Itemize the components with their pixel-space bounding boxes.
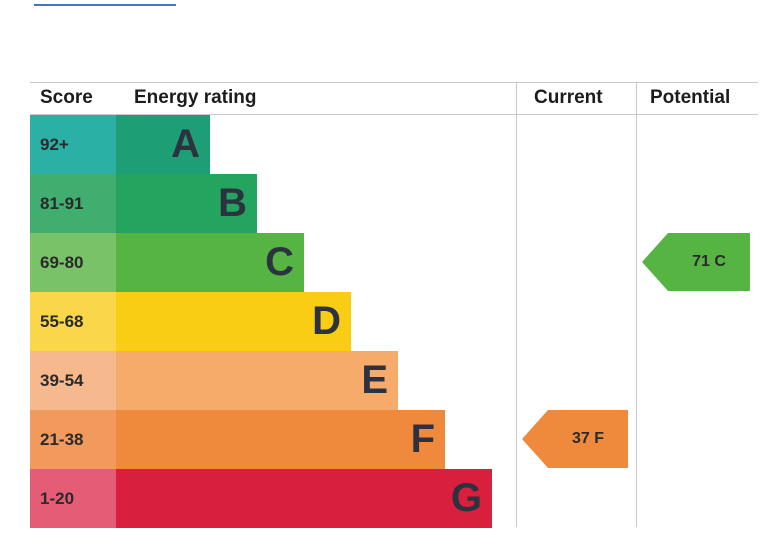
header-current: Current [534, 87, 603, 108]
table-top-border [30, 82, 758, 83]
potential-rating-arrow: 71 C [642, 233, 750, 291]
potential-rating-arrow-shape [642, 233, 750, 291]
rating-letter: E [361, 358, 388, 402]
header-potential: Potential [650, 87, 731, 108]
current-rating-arrow-polygon [522, 410, 628, 468]
current-rating-arrow-shape [522, 410, 628, 468]
rating-bar-b [116, 174, 257, 233]
rating-row-f: 21-38 F [30, 410, 445, 469]
header-bottom-border [30, 114, 758, 115]
potential-rating-arrow-polygon [642, 233, 750, 291]
current-column-divider [516, 82, 517, 527]
score-band: 81-91 [30, 174, 116, 233]
rating-row-g: 1-20 G [30, 469, 492, 528]
rating-row-d: 55-68 D [30, 292, 351, 351]
rating-bar-c [116, 233, 304, 292]
rating-bar-a [116, 115, 210, 174]
rating-letter: G [450, 476, 482, 520]
top-link-underline[interactable] [34, 0, 176, 6]
rating-bar-e [116, 351, 398, 410]
rating-letter: A [171, 122, 200, 166]
rating-bar-d [116, 292, 351, 351]
score-band: 39-54 [30, 351, 116, 410]
header-score: Score [40, 87, 93, 108]
potential-rating-arrow-label: 71 C [692, 253, 726, 270]
rating-letter: B [218, 181, 247, 225]
rating-letter: F [410, 417, 435, 461]
score-band: 92+ [30, 115, 116, 174]
current-rating-arrow: 37 F [522, 410, 628, 468]
rating-letter: D [312, 299, 341, 343]
header-energy-rating: Energy rating [134, 87, 257, 108]
rating-row-b: 81-91 B [30, 174, 257, 233]
score-band: 1-20 [30, 469, 116, 528]
rating-row-c: 69-80 C [30, 233, 304, 292]
rating-row-e: 39-54 E [30, 351, 398, 410]
energy-rating-chart: Score Energy rating Current Potential 92… [30, 82, 758, 528]
potential-column-divider [636, 82, 637, 527]
rating-letter: C [265, 240, 294, 284]
current-rating-arrow-label: 37 F [571, 430, 604, 447]
rating-bar-f [116, 410, 445, 469]
rating-bar-g [116, 469, 492, 528]
rating-row-a: 92+ A [30, 115, 210, 174]
score-band: 55-68 [30, 292, 116, 351]
score-band: 69-80 [30, 233, 116, 292]
score-band: 21-38 [30, 410, 116, 469]
